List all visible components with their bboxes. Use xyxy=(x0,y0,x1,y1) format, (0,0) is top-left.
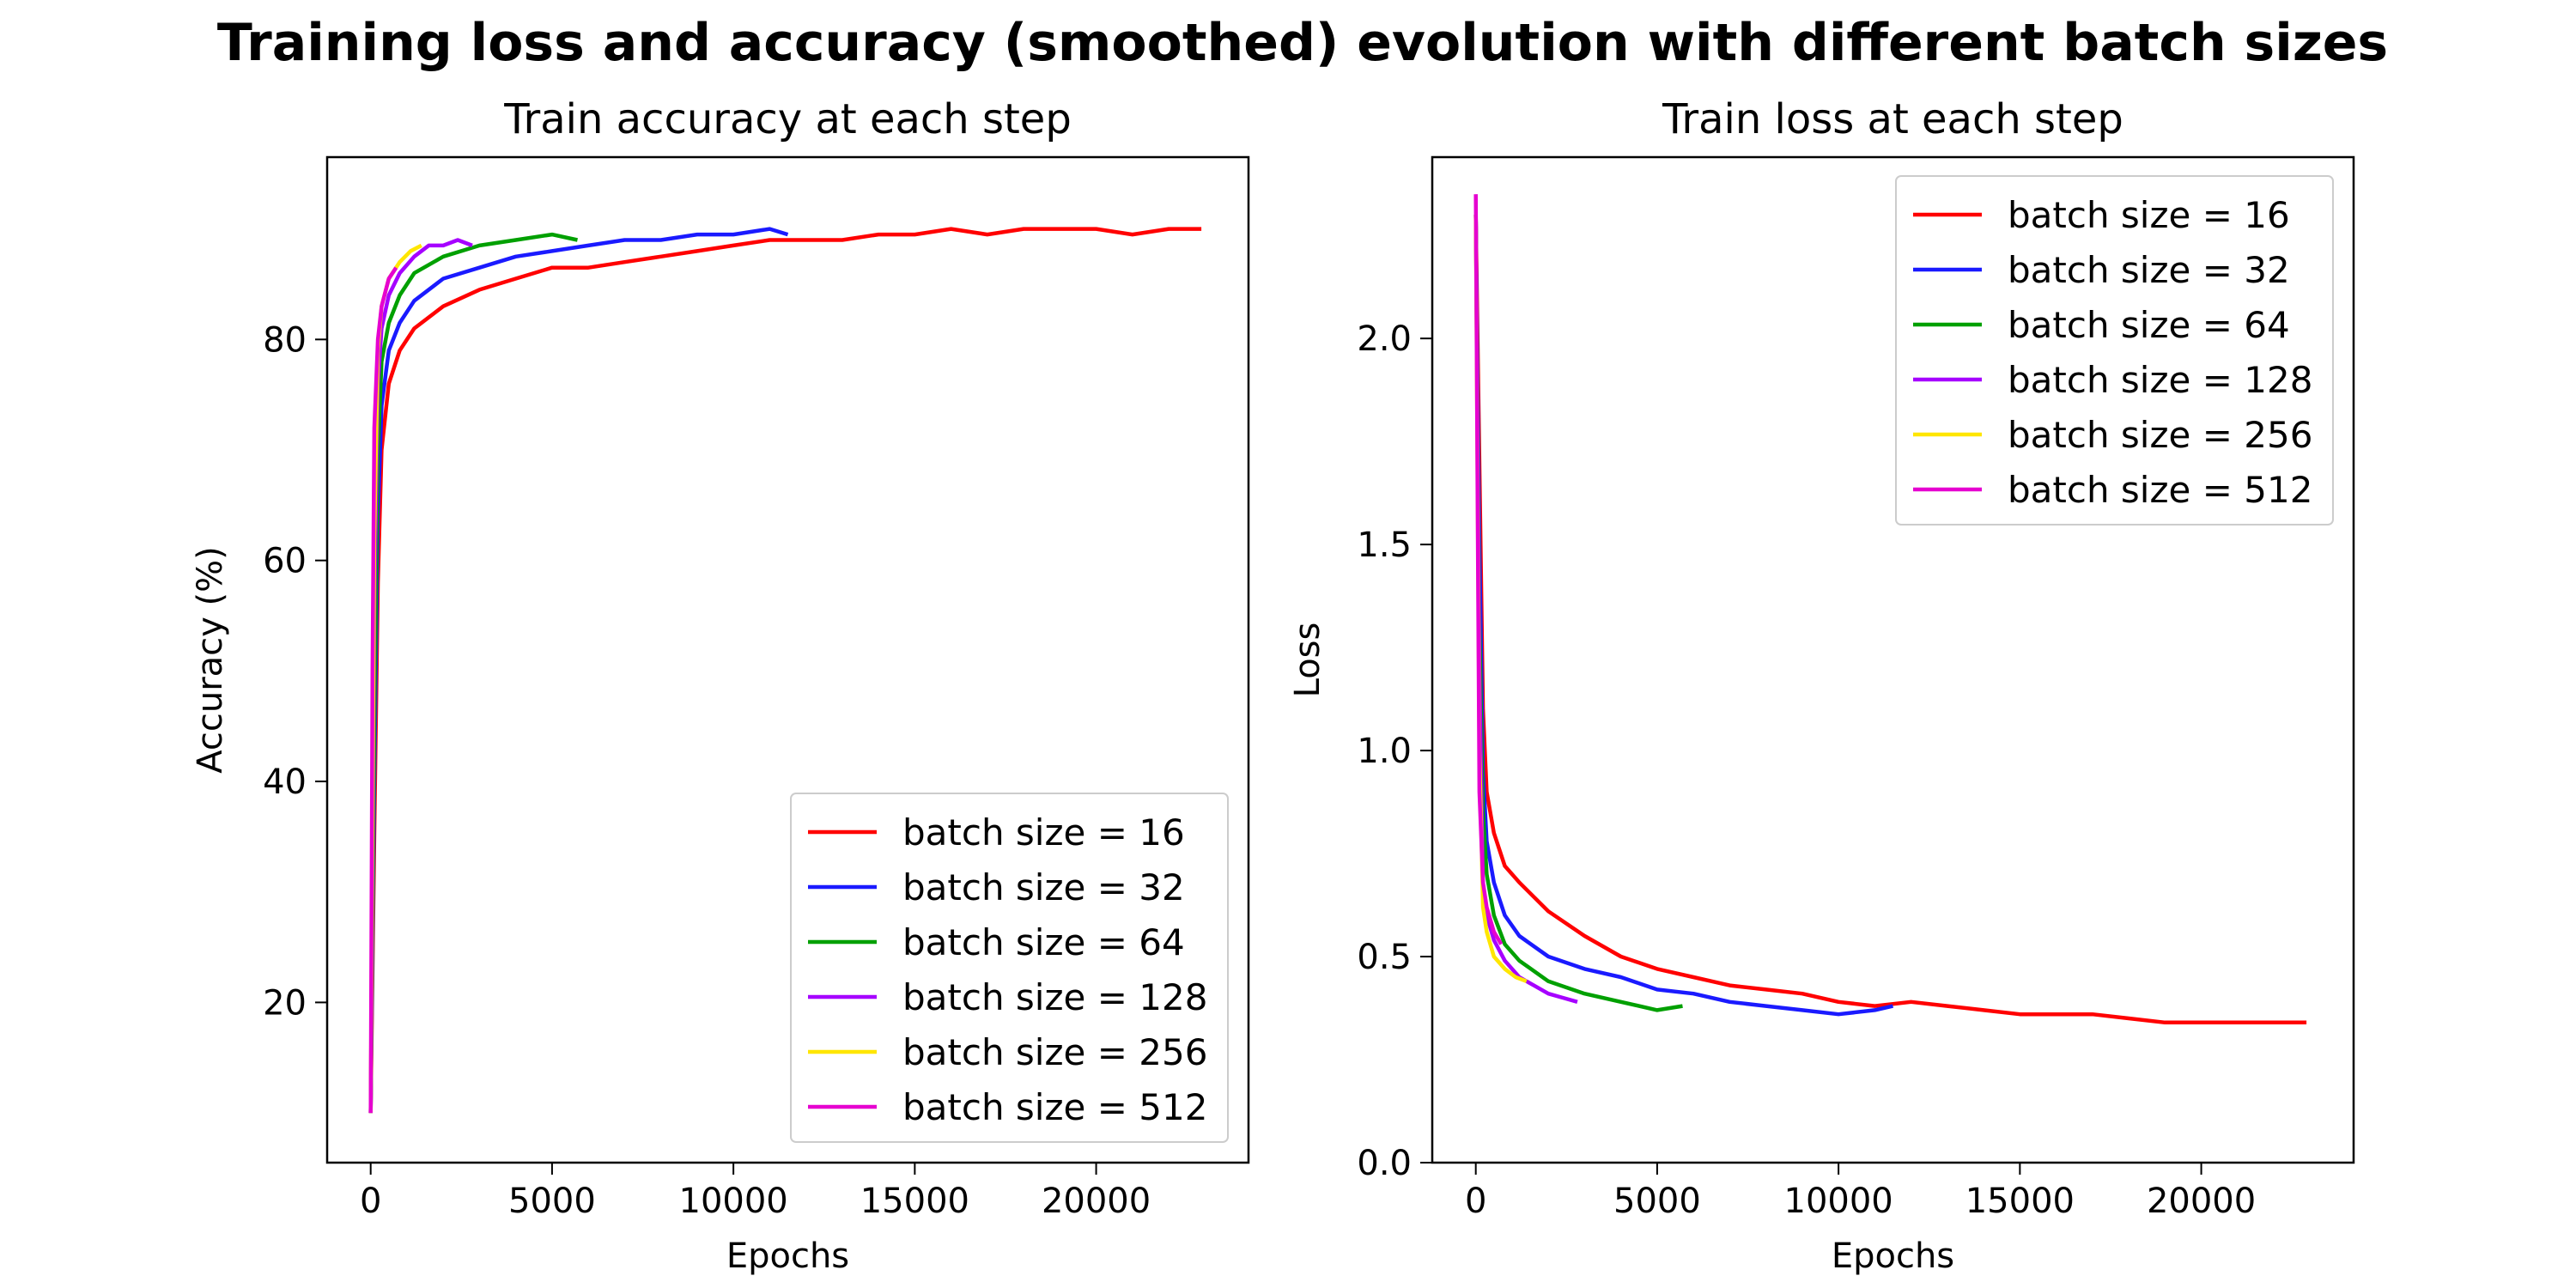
legend-label: batch size = 16 xyxy=(902,811,1185,854)
legend-label: batch size = 64 xyxy=(902,921,1185,963)
series-line-128 xyxy=(1473,215,1578,1004)
legend-label: batch size = 512 xyxy=(2008,469,2312,511)
x-tick-label: 20000 xyxy=(1042,1182,1151,1221)
plot-frame xyxy=(1431,155,2355,1164)
x-tick-label: 20000 xyxy=(2147,1182,2256,1221)
accuracy-chart: Train accuracy at each step 0 5000 10000 150… xyxy=(191,95,1250,1276)
y-tick-label: 40 xyxy=(263,762,307,802)
x-axis-label: Epochs xyxy=(726,1236,849,1276)
series-lines xyxy=(368,227,1202,1114)
legend: batch size = 16 batch size = 32 batch size… xyxy=(790,793,1229,1143)
y-tick-label: 1.5 xyxy=(1357,526,1412,565)
chart-title: Train loss at each step xyxy=(1662,95,2123,143)
legend-label: batch size = 128 xyxy=(902,976,1207,1018)
series-line-32 xyxy=(1473,215,1893,1017)
y-tick-label: 2.0 xyxy=(1357,319,1412,359)
x-tick-label: 15000 xyxy=(860,1182,969,1221)
legend-label: batch size = 256 xyxy=(902,1031,1207,1073)
y-tick-label: 80 xyxy=(263,320,307,360)
y-tick-label: 0.5 xyxy=(1357,938,1412,977)
y-axis-label: Accuracy (%) xyxy=(191,546,230,774)
series-line-512 xyxy=(368,266,398,1114)
x-tick-label: 0 xyxy=(360,1182,381,1221)
legend-label: batch size = 32 xyxy=(2008,249,2290,291)
series-line-16 xyxy=(1473,215,2307,1025)
series-line-32 xyxy=(368,227,789,1114)
x-tick-label: 5000 xyxy=(508,1182,596,1221)
y-tick-label: 0.0 xyxy=(1357,1144,1412,1183)
series-line-64 xyxy=(1473,215,1683,1012)
y-tick-label: 20 xyxy=(263,983,307,1023)
series-line-16 xyxy=(368,227,1202,1114)
legend: batch size = 16 batch size = 32 batch size… xyxy=(1895,175,2334,526)
x-tick-label: 0 xyxy=(1465,1182,1486,1221)
x-axis-label: Epochs xyxy=(1832,1236,1954,1276)
y-tick-label: 60 xyxy=(263,542,307,581)
legend-label: batch size = 256 xyxy=(2008,414,2312,456)
legend-box xyxy=(1895,175,2334,526)
loss-chart: Train loss at each step 0 5000 10000 15000 20… xyxy=(1288,95,2355,1276)
series-line-64 xyxy=(368,232,578,1114)
legend-label: batch size = 128 xyxy=(2008,359,2312,401)
y-axis-label: Loss xyxy=(1288,623,1327,698)
x-tick-label: 5000 xyxy=(1613,1182,1701,1221)
legend-label: batch size = 512 xyxy=(902,1086,1207,1128)
plot-frame xyxy=(325,155,1250,1164)
figure-title: Training loss and accuracy (smoothed) ev… xyxy=(217,13,2388,73)
x-tick-label: 10000 xyxy=(679,1182,788,1221)
series-lines xyxy=(1473,194,2307,1025)
x-tick-label: 15000 xyxy=(1965,1182,2075,1221)
series-line-512 xyxy=(1473,194,1504,945)
legend-label: batch size = 64 xyxy=(2008,304,2290,346)
y-tick-label: 1.0 xyxy=(1357,732,1412,771)
legend-label: batch size = 32 xyxy=(902,866,1185,908)
legend-box xyxy=(790,793,1229,1143)
chart-title: Train accuracy at each step xyxy=(503,95,1072,143)
legend-label: batch size = 16 xyxy=(2008,194,2290,236)
x-tick-label: 10000 xyxy=(1784,1182,1893,1221)
